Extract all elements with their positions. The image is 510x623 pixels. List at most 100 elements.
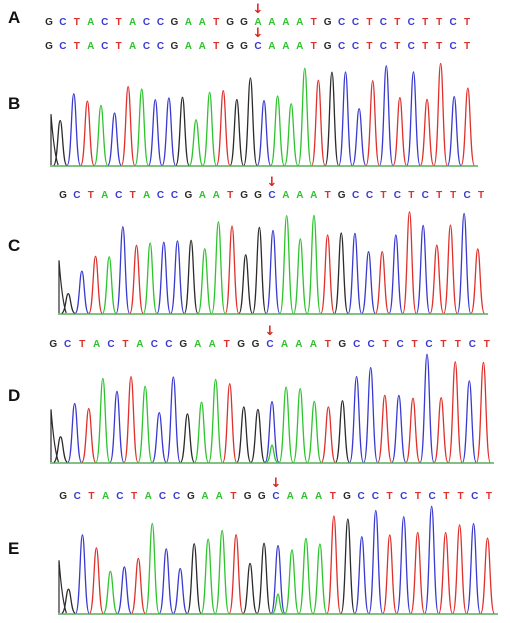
base-letter: C — [357, 491, 365, 502]
trace-peak — [148, 99, 163, 166]
base-letter: C — [379, 41, 388, 52]
trace-peak — [224, 225, 240, 314]
base-letter: G — [343, 491, 351, 502]
trace-peak — [53, 436, 68, 463]
base-letter: C — [101, 41, 109, 52]
trace-peak — [349, 375, 364, 463]
trace-peak — [115, 226, 130, 314]
base-letter: C — [73, 491, 81, 502]
base-letter: T — [122, 339, 129, 350]
base-letter: G — [179, 339, 188, 350]
base-letter: C — [396, 339, 404, 350]
base-letter: T — [324, 190, 331, 201]
base-letter: C — [393, 190, 402, 201]
trace-peak — [252, 226, 267, 314]
base-letter: A — [184, 41, 192, 52]
base-letter: G — [237, 339, 245, 350]
base-letter: A — [310, 190, 318, 201]
trace-peak — [53, 119, 68, 166]
base-letter: A — [296, 190, 304, 201]
base-letter: A — [144, 491, 152, 502]
base-letter: T — [463, 17, 471, 28]
base-letter: T — [422, 41, 429, 52]
base-letter: C — [272, 491, 280, 502]
trace-peak — [279, 215, 294, 314]
base-letter: G — [338, 339, 347, 350]
base-letter: A — [280, 339, 289, 350]
trace-peak — [340, 518, 356, 614]
trace-peak — [433, 62, 448, 166]
base-letter: A — [184, 17, 192, 28]
trace-peak — [410, 531, 425, 614]
base-letter: C — [116, 491, 124, 502]
base-letter: G — [323, 17, 332, 28]
trace-peak — [278, 386, 294, 463]
base-letter: C — [449, 41, 457, 52]
base-letter: T — [213, 41, 220, 52]
trace-peak — [158, 548, 174, 614]
trace-peak — [194, 401, 209, 463]
trace-peak — [103, 570, 118, 614]
base-letter: T — [73, 17, 80, 28]
trace-peak — [480, 537, 495, 614]
base-letter: A — [215, 491, 223, 502]
trace-peak — [156, 241, 171, 314]
trace-peak — [270, 95, 285, 166]
base-letter: C — [337, 17, 346, 28]
base-letter: G — [45, 17, 53, 28]
trace-peak — [216, 90, 231, 166]
base-letter: T — [463, 41, 471, 52]
trace-peak — [392, 96, 407, 166]
base-letter: C — [463, 190, 471, 201]
base-letter: C — [407, 41, 415, 52]
base-letter: A — [87, 41, 95, 52]
trace-peak — [406, 71, 421, 166]
base-letter: G — [226, 41, 235, 52]
trace-peak — [429, 244, 444, 314]
trace-peak — [396, 516, 411, 614]
trace-peak — [270, 545, 286, 614]
trace-peak — [312, 543, 328, 614]
trace-peak — [447, 95, 462, 166]
trace-peak — [214, 529, 230, 614]
trace-peak — [424, 505, 439, 614]
trace-peak — [388, 234, 403, 314]
panel-label-e: E — [8, 539, 20, 558]
base-letter: A — [101, 190, 109, 201]
base-letter: C — [165, 339, 173, 350]
trace-lead-in — [50, 409, 60, 463]
base-letter: T — [450, 190, 457, 201]
base-letter: C — [158, 491, 167, 502]
panel-label-c: C — [8, 236, 21, 255]
base-letter: T — [310, 17, 317, 28]
base-letter: G — [337, 190, 346, 201]
base-letter: T — [414, 491, 421, 502]
base-letter: G — [59, 491, 67, 502]
base-letter: G — [240, 41, 248, 52]
mutation-arrow-icon: ↓ — [252, 2, 264, 17]
base-letter: A — [296, 17, 304, 28]
base-letter: C — [268, 190, 276, 201]
trace-peak — [67, 402, 82, 463]
base-letter: T — [386, 491, 393, 502]
chromatogram-trace-d — [50, 353, 494, 464]
base-letter: T — [436, 17, 443, 28]
base-letter: T — [223, 339, 230, 350]
trace-peak — [151, 412, 167, 463]
base-letter: T — [394, 41, 401, 52]
base-letter: G — [254, 190, 262, 201]
trace-peak — [200, 538, 216, 614]
base-letter: T — [483, 339, 490, 350]
base-letter: T — [129, 190, 136, 201]
base-letter: A — [268, 17, 276, 28]
trace-peak — [256, 542, 272, 614]
base-letter: T — [115, 17, 122, 28]
chromatogram-trace-b — [50, 62, 478, 167]
base-letter: C — [173, 491, 181, 502]
trace-peak — [143, 242, 158, 314]
trace-peak — [416, 224, 431, 314]
trace-peak — [129, 244, 144, 314]
